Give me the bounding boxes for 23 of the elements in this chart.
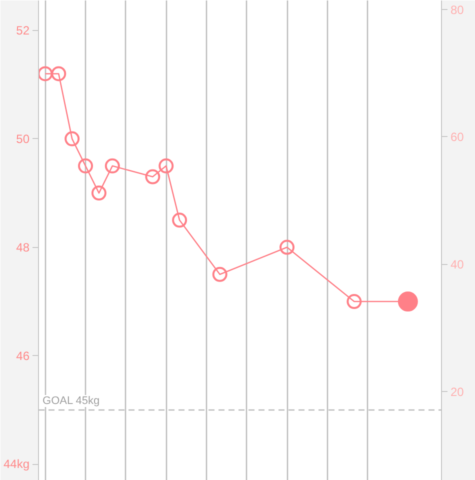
point: [158, 158, 174, 174]
point: [346, 294, 362, 310]
point: [280, 240, 295, 255]
point: [145, 169, 160, 184]
y-tick-label: 44kg: [3, 457, 30, 472]
y2-tick-label: 20: [450, 384, 464, 399]
point: [38, 66, 53, 82]
point: [172, 212, 188, 228]
ref-line-label: GOAL 45kg: [42, 394, 100, 407]
y-tick-label: 48: [16, 240, 30, 254]
y-tick-label: 46: [16, 348, 30, 363]
point: [212, 266, 228, 282]
point: [104, 158, 120, 174]
point: [398, 292, 418, 312]
y2-tick-label: 80: [450, 2, 464, 17]
point: [51, 66, 66, 82]
point: [64, 131, 80, 146]
y2-tick-label: 40: [450, 258, 464, 272]
y-tick-label: 50: [16, 132, 30, 146]
y2-tick-label: 60: [450, 130, 464, 144]
y-tick-label: 52: [16, 23, 30, 38]
point: [78, 158, 94, 174]
point: [91, 186, 106, 201]
